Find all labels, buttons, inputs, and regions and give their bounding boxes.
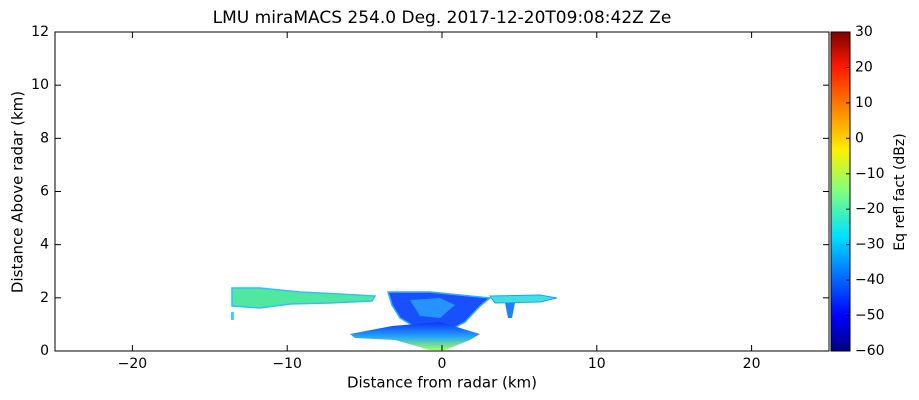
colorbar-tick-label: −40 [855,272,885,288]
colorbar-tick-label: 10 [855,95,873,111]
colorbar-tick-label: 30 [855,24,873,40]
colorbar-tick-label: −30 [855,237,885,253]
colorbar-tick-label: 0 [855,130,864,146]
colorbar-tick-label: −20 [855,201,885,217]
y-tick-label: 4 [40,237,49,253]
x-axis-label: Distance from radar (km) [347,374,537,392]
colorbar [830,31,851,352]
x-tick-label: 20 [743,356,761,372]
y-tick-label: 0 [40,343,49,359]
radar-echo [231,287,558,350]
colorbar-tick-label: −10 [855,166,885,182]
x-tick-label: 0 [438,356,447,372]
x-tick-label: 10 [588,356,606,372]
y-tick-label: 8 [40,130,49,146]
y-axis-label: Distance Above radar (km) [9,91,27,293]
y-tick-label: 6 [40,184,49,200]
x-tick-label: −20 [118,356,148,372]
chart-title: LMU miraMACS 254.0 Deg. 2017-12-20T09:08… [213,8,672,28]
colorbar-tick-label: −60 [855,343,885,359]
colorbar-tick-label: −50 [855,308,885,324]
colorbar-label: Eq refl fact (dBz) [892,133,908,250]
y-tick-label: 2 [40,290,49,306]
y-tick-label: 12 [31,24,49,40]
colorbar-tick-label: 20 [855,59,873,75]
y-tick-label: 10 [31,77,49,93]
x-tick-label: −10 [272,356,302,372]
